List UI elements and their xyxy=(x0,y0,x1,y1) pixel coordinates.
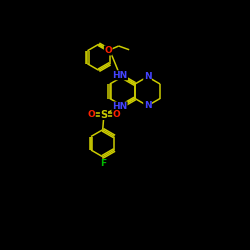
Text: S: S xyxy=(100,110,107,120)
Text: HN: HN xyxy=(112,71,128,80)
Text: O: O xyxy=(88,110,95,119)
Text: HN: HN xyxy=(112,102,127,111)
Text: O: O xyxy=(104,46,112,55)
Text: N: N xyxy=(144,101,151,110)
Text: F: F xyxy=(100,159,106,168)
Text: N: N xyxy=(144,72,151,81)
Text: O: O xyxy=(112,110,120,119)
